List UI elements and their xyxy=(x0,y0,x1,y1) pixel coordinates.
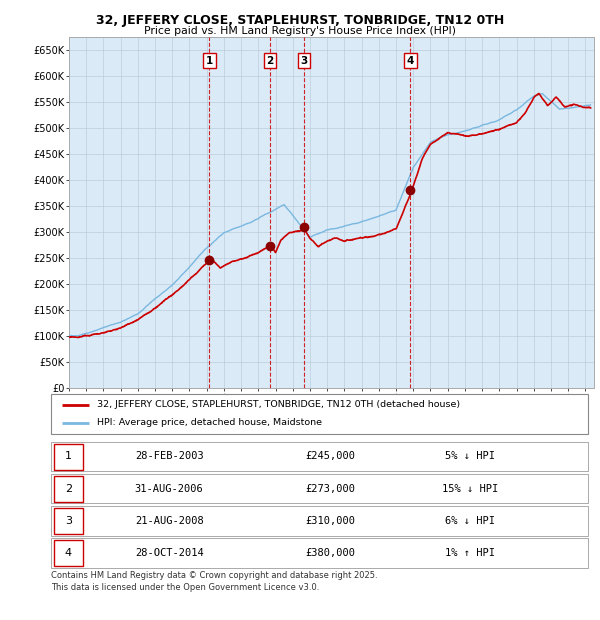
Text: 3: 3 xyxy=(301,56,308,66)
Text: 21-AUG-2008: 21-AUG-2008 xyxy=(135,516,203,526)
FancyBboxPatch shape xyxy=(51,538,588,568)
Text: £310,000: £310,000 xyxy=(305,516,355,526)
Text: 5% ↓ HPI: 5% ↓ HPI xyxy=(445,451,495,461)
Text: 15% ↓ HPI: 15% ↓ HPI xyxy=(442,484,498,494)
FancyBboxPatch shape xyxy=(51,441,588,471)
Text: £245,000: £245,000 xyxy=(305,451,355,461)
FancyBboxPatch shape xyxy=(51,474,588,503)
Text: 2: 2 xyxy=(65,484,72,494)
FancyBboxPatch shape xyxy=(53,508,83,534)
FancyBboxPatch shape xyxy=(51,394,588,434)
Text: 1: 1 xyxy=(65,451,72,461)
Text: £273,000: £273,000 xyxy=(305,484,355,494)
Text: 31-AUG-2006: 31-AUG-2006 xyxy=(135,484,203,494)
FancyBboxPatch shape xyxy=(51,506,588,536)
Text: Price paid vs. HM Land Registry's House Price Index (HPI): Price paid vs. HM Land Registry's House … xyxy=(144,26,456,36)
Text: 32, JEFFERY CLOSE, STAPLEHURST, TONBRIDGE, TN12 0TH: 32, JEFFERY CLOSE, STAPLEHURST, TONBRIDG… xyxy=(96,14,504,27)
Text: HPI: Average price, detached house, Maidstone: HPI: Average price, detached house, Maid… xyxy=(97,418,322,427)
FancyBboxPatch shape xyxy=(53,476,83,502)
Text: Contains HM Land Registry data © Crown copyright and database right 2025.
This d: Contains HM Land Registry data © Crown c… xyxy=(51,571,377,592)
Text: 1% ↑ HPI: 1% ↑ HPI xyxy=(445,548,495,558)
Text: 1: 1 xyxy=(206,56,213,66)
Text: 28-FEB-2003: 28-FEB-2003 xyxy=(135,451,203,461)
Text: 6% ↓ HPI: 6% ↓ HPI xyxy=(445,516,495,526)
FancyBboxPatch shape xyxy=(53,541,83,567)
FancyBboxPatch shape xyxy=(53,444,83,470)
Text: 3: 3 xyxy=(65,516,72,526)
Text: £380,000: £380,000 xyxy=(305,548,355,558)
Text: 28-OCT-2014: 28-OCT-2014 xyxy=(135,548,203,558)
Text: 32, JEFFERY CLOSE, STAPLEHURST, TONBRIDGE, TN12 0TH (detached house): 32, JEFFERY CLOSE, STAPLEHURST, TONBRIDG… xyxy=(97,401,460,409)
Text: 2: 2 xyxy=(266,56,274,66)
Text: 4: 4 xyxy=(65,548,72,558)
Text: 4: 4 xyxy=(407,56,414,66)
